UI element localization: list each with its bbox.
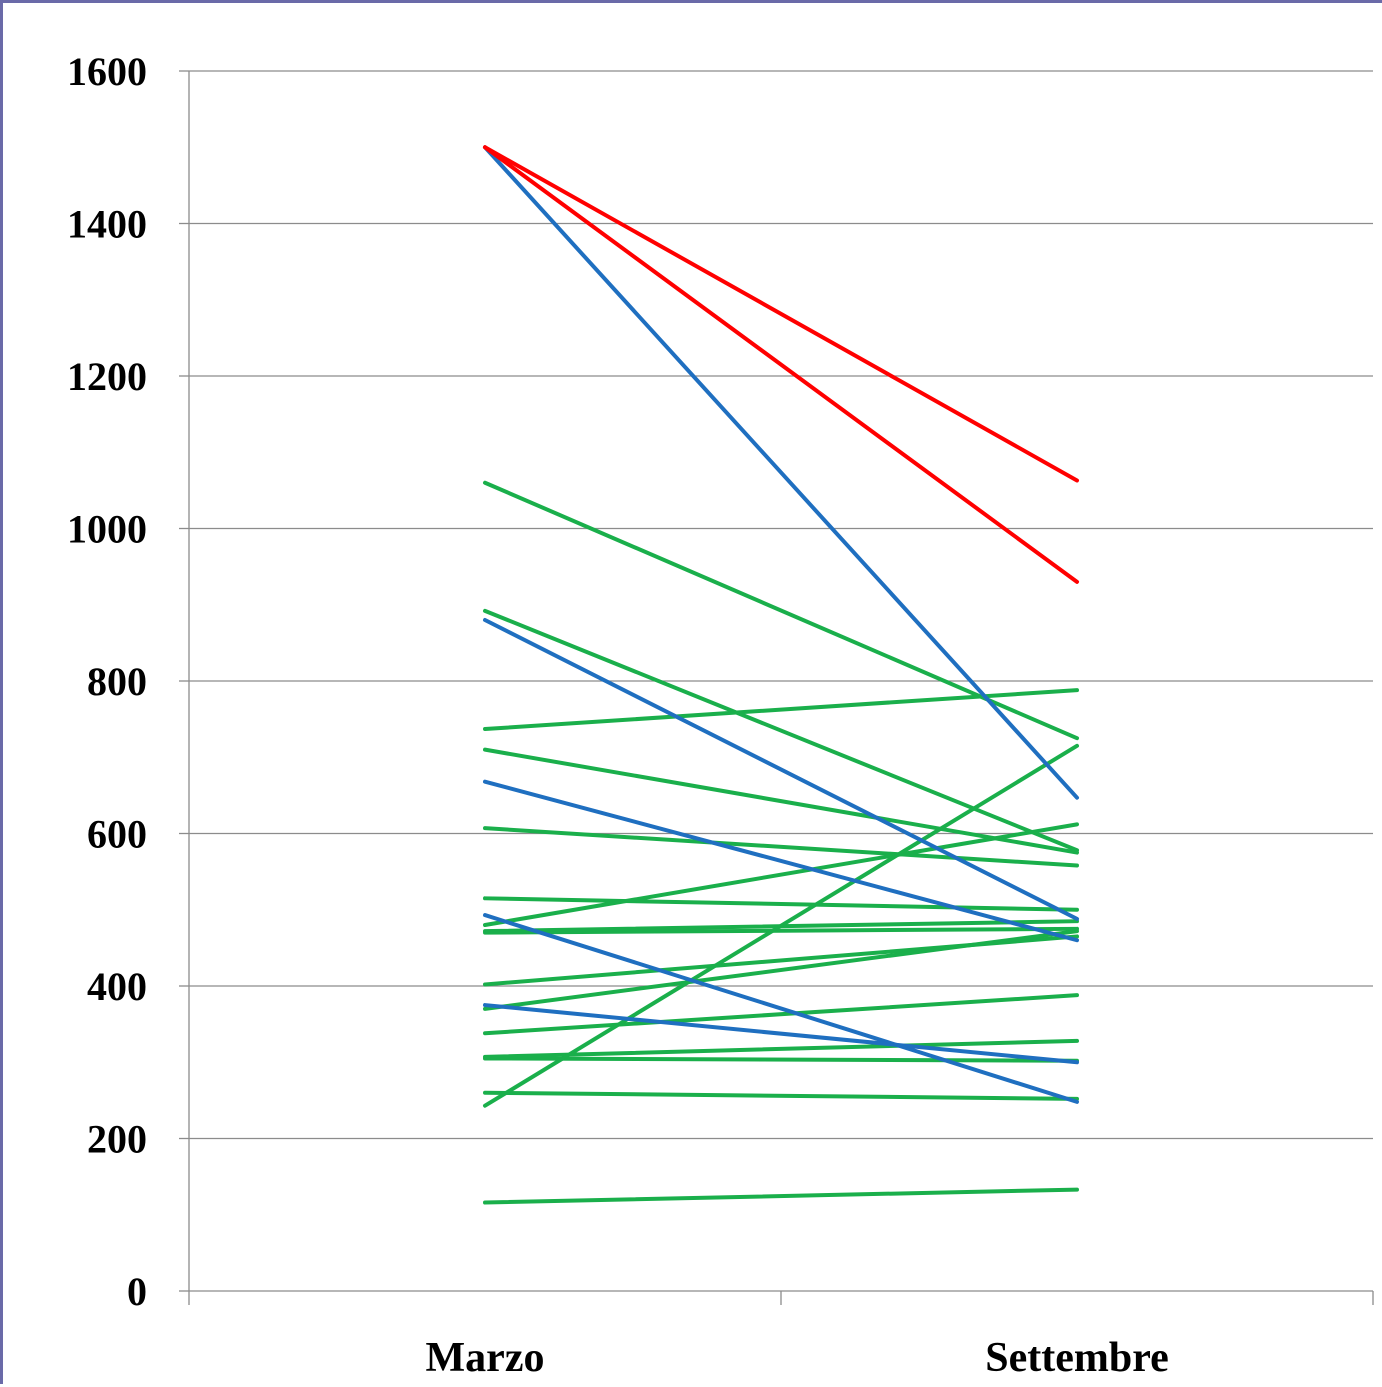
y-tick-label: 600 — [87, 812, 147, 857]
series-line-green — [483, 929, 1079, 1011]
series-line-red — [483, 145, 1079, 483]
y-tick-label: 1600 — [67, 49, 147, 94]
line-chart: 0 200 400 600 800 1000 1200 1400 1600 Marzo Sette… — [67, 49, 1374, 1381]
axes — [179, 70, 1374, 1305]
series-line-green — [483, 993, 1079, 1036]
series-lines — [483, 145, 1079, 1205]
series-line-green — [483, 1056, 1079, 1063]
series-line-blue — [483, 913, 1079, 1104]
series-line-green — [483, 688, 1079, 732]
series-line-green — [483, 608, 1079, 853]
y-tick-label: 400 — [87, 964, 147, 1009]
series-line-blue — [483, 145, 1079, 800]
series-line-green — [483, 1038, 1079, 1059]
series-line-green — [483, 747, 1079, 855]
series-line-blue — [483, 1003, 1079, 1065]
y-tick-label: 1400 — [67, 202, 147, 247]
y-tick-label: 200 — [87, 1117, 147, 1162]
y-tick-labels: 0 200 400 600 800 1000 1200 1400 1600 — [67, 49, 147, 1314]
series-line-blue — [483, 618, 1079, 921]
y-tick-label: 1000 — [67, 507, 147, 552]
gridlines — [189, 70, 1373, 1140]
series-line-green — [483, 743, 1079, 1108]
y-tick-label: 1200 — [67, 354, 147, 399]
series-line-green — [483, 896, 1079, 912]
x-category-label: Marzo — [426, 1335, 545, 1381]
series-line-green — [483, 822, 1079, 927]
series-line-red — [483, 145, 1079, 584]
y-tick-label: 0 — [127, 1269, 147, 1314]
y-tick-label: 800 — [87, 659, 147, 704]
x-category-label: Settembre — [985, 1335, 1168, 1381]
series-line-green — [483, 1187, 1079, 1205]
series-line-green — [483, 826, 1079, 868]
series-line-green — [483, 1090, 1079, 1101]
series-line-blue — [483, 779, 1079, 943]
series-line-green — [483, 926, 1079, 935]
x-category-labels: Marzo Settembre — [426, 1335, 1169, 1381]
